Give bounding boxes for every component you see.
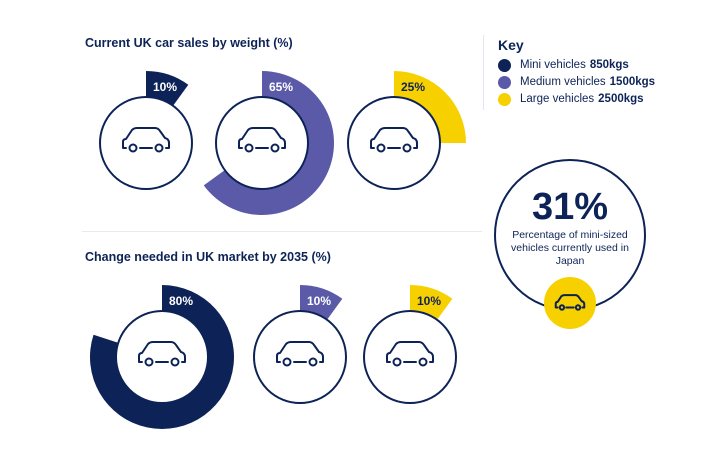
chart-title-change: Change needed in UK market by 2035 (%) [85, 250, 331, 264]
key-dot-medium [498, 75, 511, 89]
pie-0-large: 25% [347, 71, 466, 190]
data-label: 10% [153, 80, 177, 94]
stat-value: 31% [531, 186, 609, 228]
data-label: 10% [307, 294, 331, 308]
key-weight-mini: 850kgs [589, 59, 629, 71]
pie-1-large: 10% [363, 284, 457, 404]
key-item-mini: Mini vehicles 850kgs [498, 57, 629, 73]
key-item-medium: Medium vehicles 1500kgs [498, 74, 655, 90]
inner-circle [115, 310, 209, 404]
stat-badge [494, 159, 646, 329]
section-divider [82, 231, 482, 232]
inner-circle [253, 310, 347, 404]
chart-title-current: Current UK car sales by weight (%) [85, 36, 293, 50]
car-icon [122, 127, 170, 153]
stat-text: Percentage of mini-sized vehicles curren… [511, 229, 629, 267]
inner-circle [347, 96, 441, 190]
key-weight-large: 2500kgs [598, 93, 644, 105]
inner-circle [215, 96, 309, 190]
pie-0-mini: 10% [99, 71, 193, 190]
data-label: 10% [417, 294, 441, 308]
pie-1-mini: 80% [89, 285, 234, 429]
pie-1-medium: 10% [253, 284, 347, 404]
car-icon [138, 341, 186, 367]
stat-icon-circle [544, 277, 596, 329]
car-icon [370, 127, 418, 153]
data-label: 25% [401, 80, 425, 94]
car-icon [276, 341, 324, 367]
key-divider [483, 35, 484, 110]
pie-0-medium: 65% [203, 71, 334, 215]
key-dot-large [498, 92, 511, 106]
key-label-mini: Mini vehicles [520, 59, 586, 71]
data-label: 65% [269, 80, 293, 94]
key-title: Key [498, 37, 524, 53]
key-label-large: Large vehicles [520, 93, 595, 105]
inner-circle [99, 96, 193, 190]
key-label-medium: Medium vehicles [520, 76, 606, 88]
key-weight-medium: 1500kgs [609, 76, 656, 88]
key-item-large: Large vehicles 2500kgs [498, 91, 644, 107]
car-icon [554, 294, 586, 311]
key-dot-mini [498, 58, 511, 72]
car-icon [238, 127, 286, 153]
car-icon [386, 341, 434, 367]
inner-circle [363, 310, 457, 404]
data-label: 80% [169, 294, 193, 308]
